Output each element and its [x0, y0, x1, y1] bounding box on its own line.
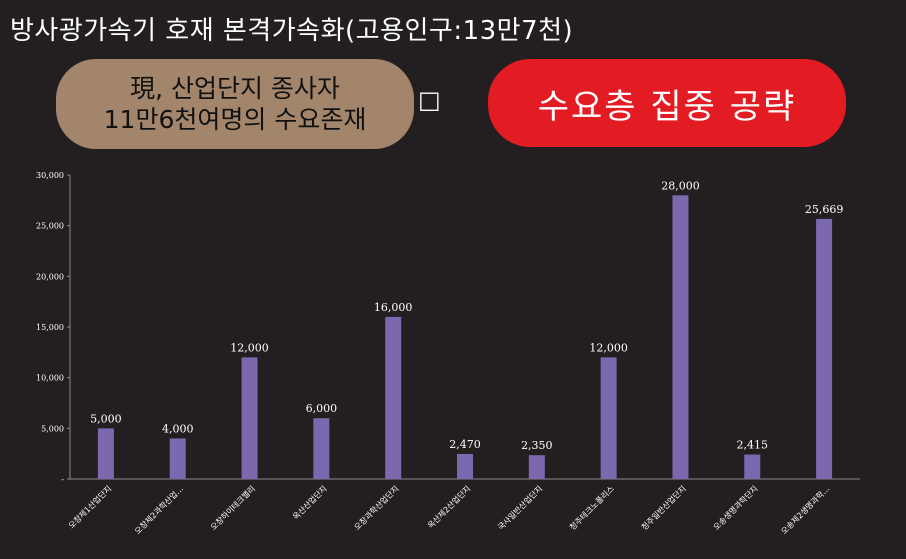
bar-value-label: 2,350: [521, 439, 553, 452]
y-tick-label: -: [61, 475, 64, 484]
bar-value-label: 25,669: [805, 203, 844, 216]
placeholder-glyph: □: [418, 86, 441, 114]
y-tick-label: 30,000: [36, 171, 64, 180]
x-category-label: 오창제1산업단지: [66, 483, 113, 530]
bar: [97, 428, 114, 479]
bar-value-label: 2,470: [449, 438, 481, 451]
callout-red-label: 수요층 집중 공략: [537, 86, 797, 127]
y-tick-label: 20,000: [36, 272, 64, 281]
bar: [672, 195, 689, 479]
x-category-label: 오송생명과학단지: [711, 483, 760, 532]
callout-employee-count: 現, 산업단지 종사자 11만6천여명의 수요존재: [56, 59, 414, 149]
y-tick-label: 15,000: [36, 323, 64, 332]
callout-line-1: 現, 산업단지 종사자: [130, 74, 340, 103]
bar-value-label: 16,000: [374, 301, 413, 314]
x-category-label: 오창하이테크밸리: [208, 483, 257, 532]
x-category-label: 국사일반산업단지: [496, 483, 545, 532]
x-category-label: 옥산산업단지: [290, 483, 328, 521]
bar: [600, 357, 617, 479]
bar: [528, 455, 545, 479]
bar: [241, 357, 258, 479]
x-category-label: 오송제2생명과학…: [779, 483, 832, 536]
y-tick-label: 5,000: [41, 424, 64, 433]
x-category-label: 오창과학산업단지: [352, 483, 401, 532]
bar-value-label: 28,000: [661, 179, 700, 192]
bar: [169, 438, 186, 479]
callout-target-demand: 수요층 집중 공략: [488, 59, 846, 147]
x-category-label: 옥산제2산업단지: [425, 483, 472, 530]
bar: [744, 454, 761, 479]
x-category-label: 오창제2과학산업…: [132, 483, 185, 536]
page-headline: 방사광가속기 호재 본격가속화(고용인구:13만7천): [10, 16, 574, 46]
y-tick-label: 25,000: [36, 222, 64, 231]
bar: [313, 418, 330, 479]
callout-line-2: 11만6천여명의 수요존재: [103, 105, 367, 134]
bar: [457, 453, 473, 479]
y-tick-label: 10,000: [36, 374, 64, 383]
bar-value-label: 12,000: [230, 341, 269, 354]
x-category-label: 청주일반산업단지: [639, 483, 688, 532]
x-category-label: 청주테크노폴리스: [568, 484, 616, 532]
bar-value-label: 5,000: [90, 412, 122, 425]
bar-value-label: 2,415: [737, 439, 769, 452]
bar: [816, 218, 833, 480]
bar-value-label: 12,000: [589, 341, 628, 354]
bar-value-label: 4,000: [162, 422, 194, 435]
bar: [385, 316, 402, 479]
bar-value-label: 6,000: [306, 402, 338, 415]
